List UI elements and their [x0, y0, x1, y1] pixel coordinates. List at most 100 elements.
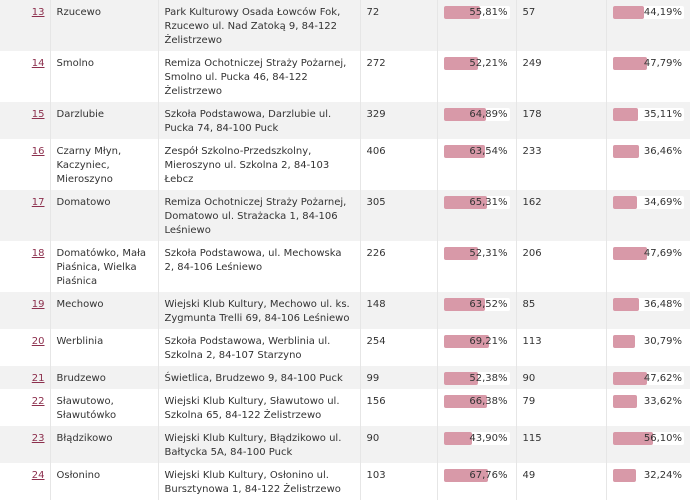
votes-a-bar-cell: 64,89%	[436, 102, 516, 139]
votes-b-percent: 33,62%	[643, 396, 682, 407]
votes-b-bar-cell: 36,46%	[605, 139, 690, 190]
votes-b-bar-fill	[612, 6, 645, 19]
district-number-link[interactable]: 24	[31, 470, 45, 481]
votes-a-count: 90	[359, 426, 437, 463]
table-row: 21 Brudzewo Świetlica, Brudzewo 9, 84-10…	[0, 366, 690, 389]
votes-a-count: 72	[359, 0, 437, 51]
polling-address: Wiejski Klub Kultury, Błądzikowo ul. Bał…	[157, 426, 360, 463]
votes-b-bar-fill	[612, 395, 637, 408]
district-number-cell: 17	[0, 190, 50, 241]
votes-a-count: 329	[359, 102, 437, 139]
district-number-cell: 23	[0, 426, 50, 463]
votes-a-bar-fill	[443, 108, 487, 121]
votes-b-bar-fill	[612, 57, 647, 70]
votes-a-bar-cell: 52,38%	[436, 366, 516, 389]
district-number-link[interactable]: 17	[31, 197, 45, 208]
votes-b-bar: 36,46%	[612, 145, 684, 158]
votes-b-bar: 56,10%	[612, 432, 684, 445]
votes-b-count: 113	[515, 329, 606, 366]
votes-a-bar: 65,31%	[443, 196, 510, 209]
votes-b-bar-cell: 33,62%	[605, 389, 690, 426]
votes-a-percent: 63,52%	[469, 299, 508, 310]
table-row: 15 Darzlubie Szkoła Podstawowa, Darzlubi…	[0, 102, 690, 139]
votes-a-bar: 52,38%	[443, 372, 510, 385]
votes-b-bar: 35,11%	[612, 108, 684, 121]
votes-b-bar-fill	[612, 298, 639, 311]
district-number-link[interactable]: 18	[31, 248, 45, 259]
votes-b-count: 57	[515, 0, 606, 51]
district-number-cell: 21	[0, 366, 50, 389]
votes-a-count: 148	[359, 292, 437, 329]
votes-a-count: 254	[359, 329, 437, 366]
votes-b-count: 49	[515, 463, 606, 500]
district-number-cell: 14	[0, 51, 50, 102]
votes-a-percent: 63,54%	[469, 146, 508, 157]
polling-address: Świetlica, Brudzewo 9, 84-100 Puck	[157, 366, 360, 389]
locality-name: Osłonino	[49, 463, 158, 500]
district-number-cell: 16	[0, 139, 50, 190]
table-row: 20 Werblinia Szkoła Podstawowa, Werblini…	[0, 329, 690, 366]
votes-a-percent: 52,21%	[469, 58, 508, 69]
votes-b-bar: 44,19%	[612, 6, 684, 19]
polling-address: Zespół Szkolno-Przedszkolny, Mieroszyno …	[157, 139, 360, 190]
polling-address: Szkoła Podstawowa, Werblinia ul. Szkolna…	[157, 329, 360, 366]
votes-b-bar-cell: 36,48%	[605, 292, 690, 329]
votes-b-bar-fill	[612, 469, 636, 482]
table-row: 18 Domatówko, Mała Piaśnica, Wielka Piaś…	[0, 241, 690, 292]
district-number-link[interactable]: 19	[31, 299, 45, 310]
polling-address: Wiejski Klub Kultury, Osłonino ul. Bursz…	[157, 463, 360, 500]
votes-a-count: 226	[359, 241, 437, 292]
district-number-link[interactable]: 15	[31, 109, 45, 120]
district-number-link[interactable]: 20	[31, 336, 45, 347]
locality-name: Rzucewo	[49, 0, 158, 51]
votes-b-bar: 47,62%	[612, 372, 684, 385]
votes-b-count: 162	[515, 190, 606, 241]
locality-name: Smolno	[49, 51, 158, 102]
polling-address: Wiejski Klub Kultury, Mechowo ul. ks. Zy…	[157, 292, 360, 329]
votes-b-bar-fill	[612, 145, 639, 158]
votes-a-bar: 63,54%	[443, 145, 510, 158]
polling-address: Park Kulturowy Osada Łowców Fok, Rzucewo…	[157, 0, 360, 51]
votes-b-count: 233	[515, 139, 606, 190]
votes-a-bar-cell: 43,90%	[436, 426, 516, 463]
locality-name: Czarny Młyn, Kaczyniec, Mieroszyno	[49, 139, 158, 190]
votes-b-bar-cell: 47,62%	[605, 366, 690, 389]
votes-a-bar: 66,38%	[443, 395, 510, 408]
votes-a-bar-cell: 69,21%	[436, 329, 516, 366]
table-row: 13 Rzucewo Park Kulturowy Osada Łowców F…	[0, 0, 690, 51]
votes-b-bar-cell: 35,11%	[605, 102, 690, 139]
votes-b-percent: 36,46%	[643, 146, 682, 157]
votes-a-bar-cell: 63,54%	[436, 139, 516, 190]
votes-a-percent: 43,90%	[469, 433, 508, 444]
district-number-cell: 20	[0, 329, 50, 366]
votes-b-percent: 47,79%	[643, 58, 682, 69]
votes-b-bar: 30,79%	[612, 335, 684, 348]
district-number-link[interactable]: 23	[31, 433, 45, 444]
district-number-link[interactable]: 22	[31, 396, 45, 407]
votes-a-percent: 69,21%	[469, 336, 508, 347]
votes-a-bar-cell: 52,31%	[436, 241, 516, 292]
votes-a-count: 103	[359, 463, 437, 500]
votes-b-percent: 34,69%	[643, 197, 682, 208]
votes-a-percent: 65,31%	[469, 197, 508, 208]
district-number-link[interactable]: 14	[31, 58, 45, 69]
district-number-link[interactable]: 13	[31, 7, 45, 18]
votes-b-count: 85	[515, 292, 606, 329]
votes-a-percent: 55,81%	[469, 7, 508, 18]
votes-a-bar: 67,76%	[443, 469, 510, 482]
votes-b-percent: 35,11%	[643, 109, 682, 120]
votes-a-bar-fill	[443, 372, 479, 385]
votes-a-bar: 69,21%	[443, 335, 510, 348]
district-number-cell: 13	[0, 0, 50, 51]
votes-b-bar-cell: 32,24%	[605, 463, 690, 500]
district-number-link[interactable]: 21	[31, 373, 45, 384]
district-number-link[interactable]: 16	[31, 146, 45, 157]
votes-a-bar-fill	[443, 196, 487, 209]
polling-address: Wiejski Klub Kultury, Sławutowo ul. Szko…	[157, 389, 360, 426]
votes-b-bar: 34,69%	[612, 196, 684, 209]
table-row: 19 Mechowo Wiejski Klub Kultury, Mechowo…	[0, 292, 690, 329]
votes-a-bar: 55,81%	[443, 6, 510, 19]
votes-a-bar-cell: 52,21%	[436, 51, 516, 102]
table-row: 16 Czarny Młyn, Kaczyniec, Mieroszyno Ze…	[0, 139, 690, 190]
